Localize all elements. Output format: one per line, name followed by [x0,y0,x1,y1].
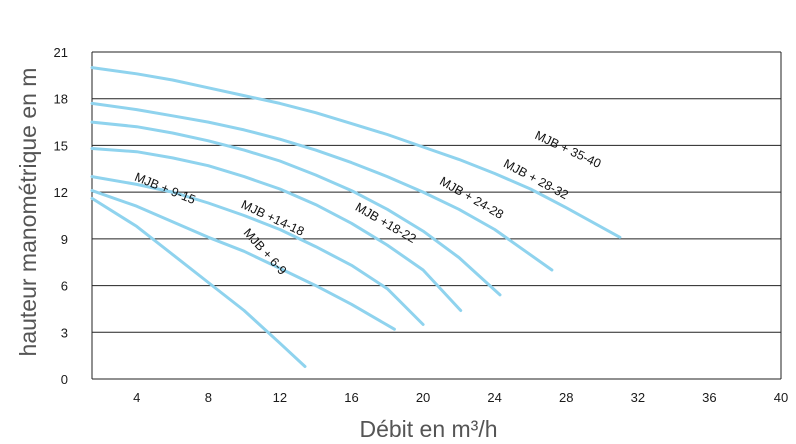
y-axis-title: hauteur manométrique en m [15,68,41,357]
series-line [90,175,425,326]
series-line [90,147,463,312]
series-line [90,66,622,239]
x-tick-label: 32 [631,390,645,405]
x-tick-label: 20 [416,390,430,405]
x-tick-label: 4 [133,390,140,405]
series-line [90,120,502,297]
series-line [90,101,554,272]
series-line [90,189,396,331]
plot-area [92,52,781,379]
y-tick-label: 3 [61,325,68,340]
series-curves [90,66,622,368]
y-tick-labels: 0 3 6 9 12 15 18 21 [54,45,68,387]
x-axis-title: Débit en m³/h [359,416,497,442]
y-tick-label: 21 [54,45,68,60]
x-tick-label: 28 [559,390,573,405]
y-tick-label: 0 [61,372,68,387]
y-tick-label: 15 [54,138,68,153]
x-tick-label: 40 [774,390,788,405]
y-tick-label: 9 [61,232,68,247]
y-tick-label: 6 [61,279,68,294]
x-tick-label: 8 [205,390,212,405]
x-tick-label: 12 [273,390,287,405]
series-line [90,196,307,368]
x-tick-label: 36 [702,390,716,405]
y-tick-label: 18 [54,92,68,107]
x-tick-label: 24 [487,390,501,405]
x-tick-label: 16 [344,390,358,405]
x-tick-labels: 4 8 12 16 20 24 28 32 36 40 [133,390,788,405]
y-tick-label: 12 [54,185,68,200]
